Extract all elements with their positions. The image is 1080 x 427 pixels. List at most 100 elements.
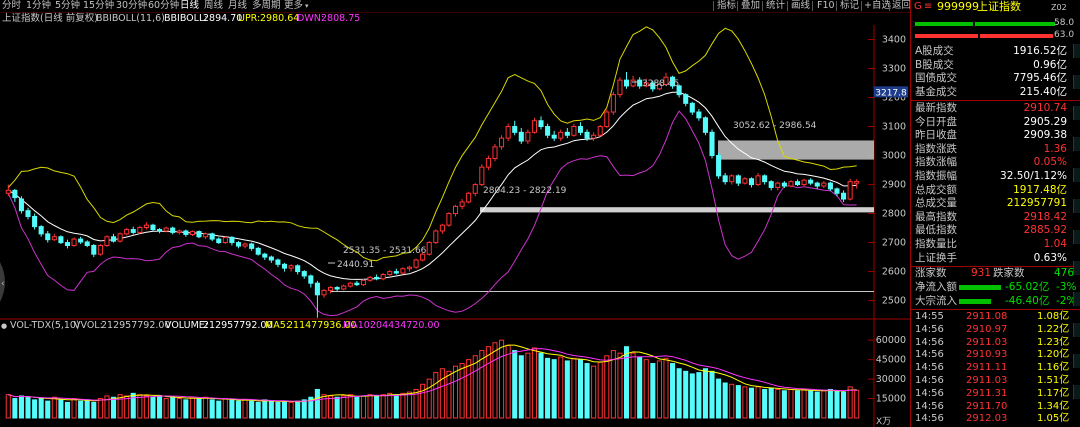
volume-bar <box>485 346 491 419</box>
volume-bar <box>518 355 524 419</box>
tick-row[interactable]: 14:56 2911.03 1.51亿 <box>911 375 1080 388</box>
tick-row[interactable]: 14:56 2911.03 1.23亿 <box>911 337 1080 350</box>
price-axis-label: 2800 <box>882 209 906 220</box>
volume-bar <box>696 372 702 419</box>
side-tab[interactable] <box>1073 75 1080 89</box>
side-tab[interactable] <box>1073 44 1080 58</box>
volume-bar <box>623 346 630 419</box>
period-tab-monthly[interactable]: 月线 <box>228 0 248 11</box>
statistics-button[interactable]: 统计 <box>766 0 786 11</box>
tick-row[interactable]: 14:56 2911.31 1.17亿 <box>911 388 1080 401</box>
dwn-line <box>7 110 857 317</box>
price-axis-label: 3100 <box>882 122 906 133</box>
tick-row[interactable]: 14:56 2910.97 1.22亿 <box>911 324 1080 337</box>
volume-bar <box>25 396 31 419</box>
volume-bar <box>163 398 169 419</box>
period-tab-multi[interactable]: 多周期 <box>252 0 281 11</box>
candle-body <box>538 120 544 128</box>
volume-bar <box>400 392 406 419</box>
bbi-line <box>8 91 857 280</box>
tick-price: 2912.03 <box>966 413 1008 425</box>
period-tab-30min[interactable]: 30分钟 <box>116 0 148 11</box>
candle-body <box>439 224 445 232</box>
period-tab-weekly[interactable]: 周线 <box>204 0 224 11</box>
period-tab-15min[interactable]: 15分钟 <box>83 0 115 11</box>
period-tab-1min[interactable]: 1分钟 <box>26 0 52 11</box>
candle-body <box>281 263 288 269</box>
stat-row-value: 0.05% <box>1033 156 1067 169</box>
volume-bar <box>347 394 353 419</box>
candle-body <box>525 131 531 142</box>
overlay-button[interactable]: 叠加 <box>741 0 761 11</box>
side-tab[interactable] <box>1073 199 1080 213</box>
tick-row[interactable]: 14:55 2911.08 1.08亿 <box>911 311 1080 324</box>
tick-time: 14:56 <box>915 400 944 412</box>
f10-button[interactable]: F10 <box>817 0 835 11</box>
chevron-left-icon[interactable]: ‹ <box>1 279 5 289</box>
tick-row[interactable]: 14:56 2910.93 1.20亿 <box>911 349 1080 362</box>
more-chevron-icon[interactable]: ▾ <box>305 2 309 10</box>
indicator-button[interactable]: 指标 <box>717 0 737 11</box>
period-tab-5min[interactable]: 5分钟 <box>55 0 81 11</box>
volume-bar <box>130 392 136 419</box>
strength-bar-green <box>915 22 973 26</box>
period-tab-daily[interactable]: 日线 <box>180 0 200 11</box>
volume-bar <box>255 401 261 419</box>
advancers-count: 931 <box>971 267 992 279</box>
menu-icon[interactable]: ≡ <box>924 1 933 12</box>
add-watchlist-button[interactable]: +自选 <box>864 0 891 11</box>
volume-bar <box>459 363 465 419</box>
candle-body <box>518 131 524 142</box>
advancers-label: 涨家数 <box>915 267 947 279</box>
back-button[interactable]: 返回 <box>892 0 912 11</box>
volume-bar <box>479 350 485 419</box>
toolbar-separator <box>737 1 738 11</box>
period-tab-fenshi[interactable]: 分时 <box>2 0 22 11</box>
mark-button[interactable]: 标记 <box>840 0 860 11</box>
collapse-icon[interactable]: ● <box>1 322 8 330</box>
side-tab[interactable] <box>1073 168 1080 182</box>
volume-bar <box>702 368 708 419</box>
side-tab[interactable] <box>1073 385 1080 399</box>
fund-flow-label: 净流入额 <box>915 281 957 293</box>
tick-row[interactable]: 14:56 2912.03 1.05亿 <box>911 413 1080 426</box>
upr-value: 2980.64 <box>260 13 300 24</box>
side-tab[interactable] <box>1073 261 1080 275</box>
side-tab[interactable] <box>1073 137 1080 151</box>
tick-row[interactable]: 14:56 2911.11 1.16亿 <box>911 362 1080 375</box>
side-tab[interactable] <box>1073 323 1080 337</box>
side-tab[interactable] <box>1073 230 1080 244</box>
candle-body <box>466 192 472 203</box>
period-tab-more[interactable]: 更多 <box>284 0 304 11</box>
fund-flow-value: -65.02亿 <box>1005 281 1050 293</box>
candle-body <box>571 126 577 136</box>
decliners-label: 跌家数 <box>993 267 1025 279</box>
candle-body <box>38 226 44 235</box>
side-tab[interactable] <box>1073 292 1080 306</box>
vol-indicator-name[interactable]: VOL-TDX(5,10) <box>10 320 80 331</box>
strength-bar-green-2 <box>975 22 1055 26</box>
volume-bar <box>137 394 143 419</box>
candle-body <box>12 189 18 199</box>
candle-body <box>5 189 11 194</box>
indicator-name[interactable]: BBIBOLL(11,6) <box>96 13 165 24</box>
tick-row[interactable]: 14:56 2911.70 1.34亿 <box>911 401 1080 414</box>
volume-bar <box>670 363 676 419</box>
tick-price: 2911.03 <box>966 336 1008 348</box>
volume-value: 212957792.00 <box>203 320 273 331</box>
period-tab-60min[interactable]: 60分钟 <box>148 0 180 11</box>
side-tab[interactable] <box>1073 354 1080 368</box>
volume-bar <box>742 386 748 419</box>
volume-bar <box>328 395 334 419</box>
volume-bar <box>12 398 18 419</box>
fund-flow-bar <box>959 285 1001 290</box>
candlestick-chart[interactable]: 3400 3300 3200 3100 3000 2900 2800 2700 2600 2500… <box>0 0 910 427</box>
candle-body <box>683 94 689 104</box>
fund-flow-pct: -2% <box>1056 295 1077 307</box>
candle-body <box>689 102 695 113</box>
price-axis-label: 2900 <box>882 180 906 191</box>
side-tab[interactable] <box>1073 106 1080 120</box>
scroll-left-button[interactable] <box>0 262 5 302</box>
draw-line-button[interactable]: 画线 <box>791 0 811 11</box>
volume-bar <box>176 398 182 419</box>
